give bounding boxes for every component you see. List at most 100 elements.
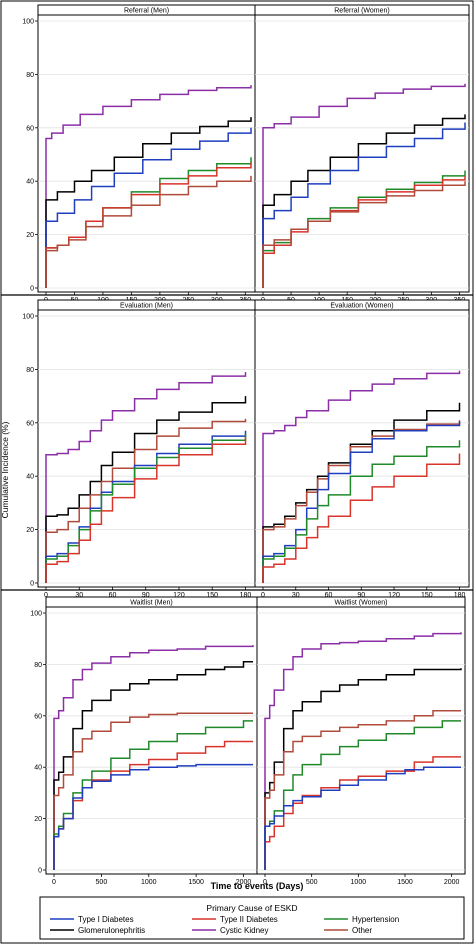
series-line-type-ii-diabetes — [45, 437, 247, 583]
x-tick-label: 0 — [261, 592, 265, 599]
x-tick-label: 120 — [388, 592, 400, 599]
x-tick-label: 500 — [306, 879, 318, 886]
series-line-other — [45, 418, 247, 583]
series-line-other — [45, 175, 252, 288]
x-tick-label: 0 — [44, 592, 48, 599]
series-line-type-i-diabetes — [264, 766, 461, 870]
legend-item-type-i-diabetes: Type I Diabetes — [50, 915, 134, 924]
x-axis-label: Time to events (Days) — [211, 881, 304, 891]
y-tick-label: 80 — [26, 72, 34, 79]
panel-title: Waitlist (Men) — [130, 600, 173, 607]
x-tick-label: 2000 — [236, 879, 252, 886]
plot-frame — [254, 14, 470, 293]
y-tick-label: 20 — [26, 527, 34, 534]
x-tick-label: 0 — [263, 879, 267, 886]
y-tick-label: 40 — [26, 179, 34, 186]
x-tick-label: 180 — [454, 592, 466, 599]
series-line-glomerulonephritis — [45, 396, 247, 583]
legend-box — [39, 896, 465, 940]
series-line-other — [264, 709, 461, 870]
panel-title: Evaluation (Men) — [120, 303, 173, 310]
plot-frame — [37, 14, 256, 293]
legend-label: Hypertension — [352, 915, 399, 924]
y-tick-label: 0 — [30, 286, 34, 293]
x-tick-label: 1000 — [351, 879, 367, 886]
x-tick-label: 2000 — [444, 879, 460, 886]
y-tick-label: 80 — [26, 367, 34, 374]
series-line-glomerulonephritis — [45, 117, 252, 288]
legend-label: Glomerulonephritis — [78, 926, 145, 935]
y-tick-label: 100 — [22, 314, 34, 321]
x-tick-label: 500 — [96, 879, 108, 886]
legend-item-glomerulonephritis: Glomerulonephritis — [50, 926, 145, 935]
panel-title: Waitlist (Women) — [335, 600, 388, 607]
plot-frame — [254, 309, 470, 588]
y-tick-label: 80 — [34, 662, 42, 669]
series-line-type-i-diabetes — [53, 763, 253, 870]
series-line-other — [262, 181, 466, 288]
y-tick-label: 40 — [26, 474, 34, 481]
legend-item-hypertension: Hypertension — [324, 915, 399, 924]
series-line-glomerulonephritis — [262, 402, 461, 583]
y-tick-label: 60 — [26, 420, 34, 427]
x-tick-label: 120 — [173, 592, 185, 599]
x-tick-label: 30 — [75, 592, 83, 599]
x-tick-label: 1500 — [188, 879, 204, 886]
panel-referral-men: Referral (Men)02040608010005010015020025… — [22, 4, 256, 304]
series-line-cystic-kidney — [45, 85, 252, 288]
series-line-type-i-diabetes — [262, 421, 461, 583]
x-tick-label: 1000 — [141, 879, 157, 886]
series-line-cystic-kidney — [53, 645, 254, 870]
legend-item-type-ii-diabetes: Type II Diabetes — [192, 915, 278, 924]
series-line-type-i-diabetes — [45, 430, 247, 583]
panel-title: Referral (Men) — [124, 8, 169, 15]
x-tick-label: 180 — [240, 592, 252, 599]
series-line-glomerulonephritis — [262, 114, 466, 288]
series-line-cystic-kidney — [262, 83, 466, 288]
series-line-type-ii-diabetes — [262, 175, 466, 288]
plot-frame — [37, 309, 256, 588]
y-tick-label: 60 — [34, 713, 42, 720]
x-tick-label: 1500 — [397, 879, 413, 886]
x-tick-label: 150 — [421, 592, 433, 599]
panels-layer: Referral (Men)02040608010005010015020025… — [22, 4, 470, 886]
y-tick-label: 0 — [38, 868, 42, 875]
x-tick-label: 150 — [206, 592, 218, 599]
plot-frame — [45, 606, 258, 875]
legend-label: Other — [352, 926, 372, 935]
panel-title: Evaluation (Women) — [330, 303, 393, 310]
y-tick-label: 100 — [22, 19, 34, 26]
y-tick-label: 40 — [34, 765, 42, 772]
legend-label: Type I Diabetes — [78, 915, 134, 924]
y-tick-label: 100 — [30, 611, 42, 618]
y-tick-label: 0 — [30, 581, 34, 588]
y-tick-label: 20 — [26, 232, 34, 239]
x-tick-label: 60 — [325, 592, 333, 599]
x-tick-label: 30 — [292, 592, 300, 599]
legend-label: Type II Diabetes — [220, 915, 278, 924]
legend-label: Cystic Kidney — [220, 926, 268, 935]
series-line-cystic-kidney — [45, 372, 247, 583]
series-line-glomerulonephritis — [53, 661, 253, 870]
legend-item-other: Other — [324, 926, 372, 935]
legend-title: Primary Cause of ESKD — [206, 903, 297, 913]
series-line-hypertension — [45, 433, 247, 583]
x-tick-label: 90 — [357, 592, 365, 599]
panel-referral-women: Referral (Women)050100150200250300350 — [254, 4, 470, 304]
x-tick-label: 0 — [52, 879, 56, 886]
y-tick-label: 20 — [34, 816, 42, 823]
legend: Primary Cause of ESKD Type I Diabetes Typ… — [39, 896, 465, 940]
series-line-cystic-kidney — [262, 370, 461, 583]
panel-title: Referral (Women) — [334, 8, 390, 15]
panel-evaluation-women: Evaluation (Women) 0 30 60 90 120 150 180 — [254, 299, 470, 599]
series-line-type-ii-diabetes — [262, 453, 461, 583]
series-line-glomerulonephritis — [264, 668, 462, 870]
series-line-hypertension — [262, 170, 466, 288]
x-tick-label: 60 — [109, 592, 117, 599]
y-axis-label: Cumulative Incidence (%) — [0, 421, 10, 518]
series-line-hypertension — [262, 440, 461, 583]
series-line-type-i-diabetes — [45, 127, 252, 288]
